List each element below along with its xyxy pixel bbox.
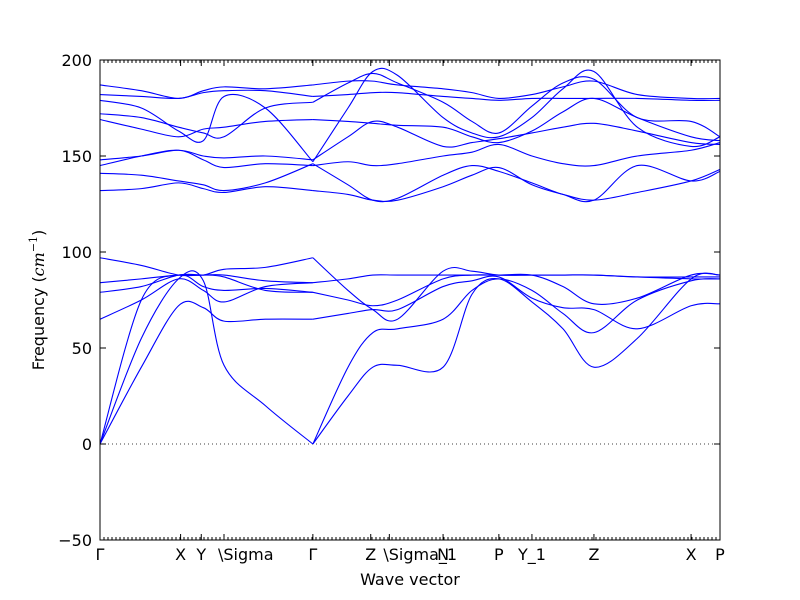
y-axis-title-close: ) [29, 230, 48, 236]
band-line-12 [312, 274, 720, 284]
band-line-3 [99, 278, 313, 320]
band-line-5 [99, 257, 313, 284]
plot-frame [99, 59, 721, 541]
band-line-19 [99, 93, 314, 163]
x-tick-label: P [715, 545, 725, 564]
band-line-9 [312, 275, 721, 330]
plot-area [99, 59, 721, 541]
band-line-22 [312, 166, 721, 202]
band-line-15 [99, 149, 313, 169]
y-tick-label: −50 [58, 531, 92, 550]
x-tick-label: Γ [308, 545, 317, 564]
y-axis-title: Frequency (cm−1) [27, 230, 48, 371]
x-tick-label: X [175, 545, 186, 564]
x-tick-label: Y [195, 545, 206, 564]
axis-ticks [99, 59, 721, 541]
band-line-6 [99, 257, 313, 293]
y-tick-labels: −50 0 50 100 150 200 [58, 51, 92, 550]
band-lines [99, 67, 721, 445]
band-line-8 [312, 278, 721, 445]
x-tick-label: Γ [96, 545, 105, 564]
x-tick-labels: Γ X Y \Sigma Γ Z \Sigma_1N P Y_1 Z X P [96, 545, 726, 565]
band-line-1 [99, 300, 313, 445]
y-tick-label: 50 [72, 339, 92, 358]
x-tick-label: Z [365, 545, 376, 564]
y-tick-label: 0 [82, 435, 92, 454]
band-line-28 [312, 72, 721, 138]
x-tick-label: N [437, 545, 449, 564]
band-line-25 [312, 120, 721, 161]
band-line-13 [99, 182, 313, 194]
x-tick-label: Y_1 [517, 545, 546, 565]
x-axis-title: Wave vector [360, 570, 460, 589]
band-line-0 [99, 270, 314, 445]
band-line-27 [312, 67, 721, 163]
y-tick-label: 200 [61, 51, 92, 70]
band-line-23 [312, 163, 721, 203]
x-tick-label: Z [588, 545, 599, 564]
band-line-20 [99, 89, 313, 100]
y-axis-title-unit: cm [29, 252, 48, 276]
y-axis-title-main: Frequency ( [29, 276, 48, 370]
band-line-7 [312, 272, 721, 445]
y-tick-label: 150 [61, 147, 92, 166]
x-tick-label: \Sigma [218, 545, 274, 564]
y-tick-label: 100 [61, 243, 92, 262]
band-line-21 [99, 84, 313, 99]
band-line-24 [312, 142, 721, 167]
band-line-29 [312, 91, 721, 102]
band-line-17 [99, 118, 313, 138]
band-line-2 [99, 274, 313, 445]
x-tick-label: \Sigma_1 [383, 545, 457, 565]
y-axis-title-exponent: −1 [27, 236, 40, 252]
x-tick-label: P [494, 545, 504, 564]
band-line-16 [99, 149, 313, 161]
x-tick-label: X [686, 545, 697, 564]
band-line-14 [99, 163, 314, 192]
band-line-30 [312, 80, 721, 100]
